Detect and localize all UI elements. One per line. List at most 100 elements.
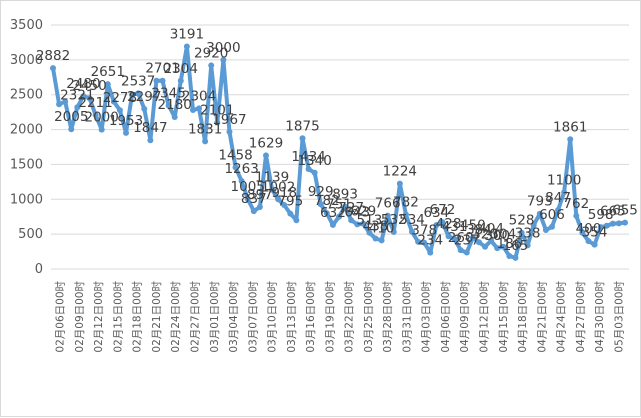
data-point	[123, 129, 130, 136]
data-label: 1953	[109, 113, 143, 129]
data-point	[378, 237, 385, 244]
data-point	[214, 119, 221, 126]
data-point	[80, 93, 87, 100]
data-label: 782	[393, 194, 419, 210]
data-point	[500, 243, 507, 250]
x-tick-label: 02月06日00时	[55, 281, 67, 353]
data-point	[542, 226, 549, 233]
data-label: 400	[576, 221, 602, 237]
x-tick-label: 02月21日00时	[151, 281, 163, 353]
data-point	[451, 236, 458, 243]
data-label: 320	[472, 227, 498, 243]
data-point	[226, 128, 233, 135]
data-label: 897	[247, 187, 273, 203]
data-label: 893	[332, 187, 358, 203]
data-point	[159, 77, 166, 84]
x-tick-label: 04月24日00时	[556, 281, 568, 353]
data-label: 431	[442, 219, 468, 235]
data-point	[396, 180, 403, 187]
data-label: 766	[375, 196, 401, 212]
y-tick-label: 0	[35, 262, 43, 277]
data-label: 1139	[255, 170, 289, 186]
data-point	[475, 239, 482, 246]
data-point	[177, 77, 184, 84]
x-tick-label: 02月09日00时	[74, 281, 86, 353]
data-point	[299, 135, 306, 142]
data-point	[305, 166, 312, 173]
data-label: 2450	[72, 78, 106, 94]
data-label: 929	[308, 184, 334, 200]
data-point	[622, 219, 628, 226]
data-point	[275, 196, 282, 203]
data-point	[269, 186, 276, 193]
data-label: 438	[363, 218, 389, 234]
data-point	[427, 249, 434, 256]
data-label: 428	[436, 216, 462, 232]
data-label: 2304	[164, 61, 198, 77]
data-label: 404	[478, 221, 504, 237]
x-tick-label: 02月24日00时	[170, 281, 182, 353]
data-label: 1434	[291, 149, 325, 165]
data-label: 837	[241, 191, 267, 207]
data-label: 665	[600, 204, 626, 220]
data-point	[189, 107, 196, 114]
data-label: 2101	[200, 103, 234, 119]
data-label: 918	[271, 185, 297, 201]
data-point	[220, 56, 227, 63]
x-tick-label: 04月15日00时	[498, 281, 510, 353]
data-point	[110, 98, 117, 105]
data-point	[238, 177, 245, 184]
x-tick-label: 02月15日00时	[112, 281, 124, 353]
data-point	[524, 242, 531, 249]
data-point	[98, 126, 105, 133]
data-point	[135, 90, 142, 97]
data-point	[384, 212, 391, 219]
data-point	[536, 210, 543, 217]
data-label: 2537	[121, 73, 155, 89]
data-label: 260	[448, 230, 474, 246]
y-tick-label: 2000	[10, 123, 43, 138]
data-point	[287, 210, 294, 217]
x-tick-label: 04月09日00时	[459, 281, 471, 353]
x-tick-label: 03月13日00时	[286, 281, 298, 353]
data-label: 2920	[194, 45, 228, 61]
data-label: 410	[369, 220, 395, 236]
data-point	[402, 211, 409, 218]
data-point	[506, 253, 513, 260]
data-point	[530, 222, 537, 229]
x-tick-label: 04月30日00时	[594, 281, 606, 353]
x-tick-label: 04月03日00时	[421, 281, 433, 353]
data-label: 782	[314, 193, 340, 209]
data-label: 2211	[78, 95, 112, 111]
data-point	[561, 189, 568, 196]
x-tick-label: 03月10日00时	[267, 281, 279, 353]
data-label: 2882	[36, 48, 70, 64]
data-label: 632	[320, 205, 346, 221]
data-point	[336, 213, 342, 220]
data-label: 450	[460, 218, 486, 234]
data-point	[433, 222, 440, 229]
data-label: 237	[454, 232, 480, 248]
data-label: 2701	[145, 61, 179, 77]
data-label: 165	[503, 238, 529, 254]
data-point	[603, 222, 610, 229]
x-tick-label: 03月22日00时	[344, 281, 356, 353]
data-point	[579, 229, 586, 236]
x-tick-label: 04月18日00时	[517, 281, 529, 353]
data-point	[567, 136, 574, 143]
data-point	[202, 138, 209, 145]
x-tick-label: 03月07日00时	[247, 281, 259, 353]
data-label: 2180	[158, 97, 192, 113]
x-tick-label: 04月21日00时	[536, 281, 548, 353]
data-label: 751	[326, 197, 352, 213]
data-point	[609, 220, 616, 227]
data-point	[488, 237, 495, 244]
data-label: 1458	[218, 147, 252, 163]
data-label: 3000	[206, 40, 240, 56]
data-point	[323, 210, 330, 217]
x-tick-label: 02月27日00时	[190, 281, 202, 353]
x-tick-label: 02月12日00时	[93, 281, 105, 353]
data-point	[311, 169, 318, 176]
data-point	[597, 224, 604, 231]
